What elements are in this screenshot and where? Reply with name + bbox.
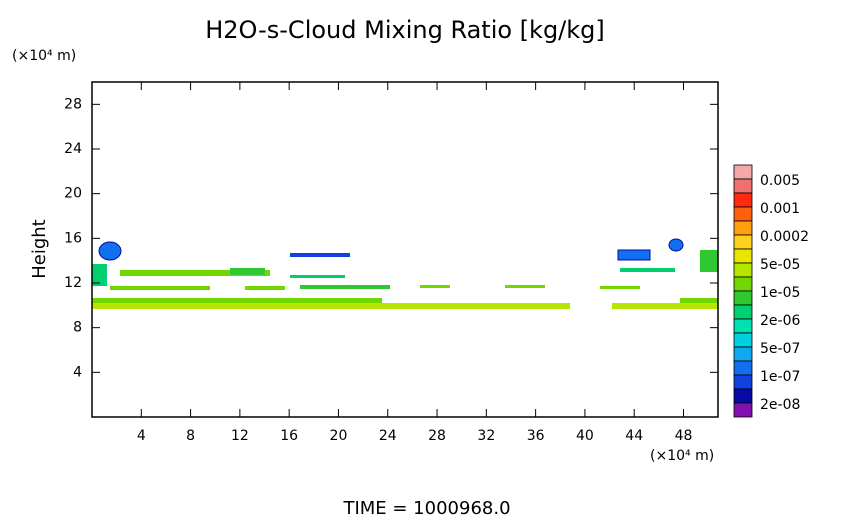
cloud-patch — [290, 275, 345, 278]
cloud-patch — [92, 303, 570, 309]
colorbar-swatch — [733, 318, 753, 334]
cloud-patch — [668, 238, 684, 252]
x-tick-label: 28 — [428, 428, 446, 444]
x-tick-label: 36 — [527, 428, 545, 444]
colorbar-label: 1e-07 — [760, 369, 800, 385]
x-tick-label: 4 — [137, 428, 146, 444]
cloud-patch — [300, 285, 390, 289]
cloud-patch — [120, 270, 270, 276]
cloud-patch — [700, 250, 718, 272]
cloud-patch — [620, 268, 675, 272]
x-unit: (×10⁴ m) — [650, 448, 714, 464]
cloud-patch — [420, 285, 450, 288]
cloud-patch — [245, 286, 285, 290]
colorbar-swatch — [733, 290, 753, 306]
cloud-field — [92, 238, 718, 309]
colorbar-swatch — [733, 402, 753, 418]
x-tick-label: 48 — [675, 428, 693, 444]
x-tick-label: 44 — [625, 428, 643, 444]
cloud-patch — [230, 268, 265, 275]
x-tick-label: 16 — [280, 428, 298, 444]
y-tick-label: 20 — [64, 186, 82, 202]
cloud-patch — [600, 286, 640, 289]
colorbar-label: 0.0002 — [760, 229, 809, 245]
x-tick-label: 40 — [576, 428, 594, 444]
colorbar-label: 0.001 — [760, 201, 800, 217]
colorbar-swatch — [733, 248, 753, 264]
colorbar-swatch — [733, 374, 753, 390]
cloud-patch — [92, 298, 382, 303]
y-tick-label: 4 — [73, 364, 82, 380]
cloud-patch — [612, 303, 718, 309]
colorbar-swatch — [733, 360, 753, 376]
colorbar-swatch — [733, 346, 753, 362]
x-tick-label: 20 — [330, 428, 348, 444]
y-tick-label: 24 — [64, 141, 82, 157]
footer: TIME = 1000968.0 — [342, 498, 510, 519]
y-axis-label: Height — [29, 219, 50, 279]
colorbar-swatch — [733, 276, 753, 292]
x-tick-label: 8 — [186, 428, 195, 444]
colorbar-swatch — [733, 220, 753, 236]
colorbar-label: 5e-07 — [760, 341, 800, 357]
chart-title: H2O-s-Cloud Mixing Ratio [kg/kg] — [205, 16, 605, 44]
colorbar-label: 2e-06 — [760, 313, 800, 329]
colorbar-label: 2e-08 — [760, 397, 800, 413]
cloud-patch — [290, 253, 350, 257]
y-tick-label: 28 — [64, 96, 82, 112]
y-tick-label: 12 — [64, 275, 82, 291]
colorbar-swatch — [733, 164, 753, 180]
cloud-patch — [505, 285, 545, 288]
x-tick-label: 24 — [379, 428, 397, 444]
cloud-patch — [98, 241, 122, 261]
cloud-patch — [617, 249, 651, 261]
colorbar-swatch — [733, 178, 753, 194]
colorbar-swatch — [733, 234, 753, 250]
y-tick-label: 16 — [64, 230, 82, 246]
colorbar-swatch — [733, 262, 753, 278]
colorbar-swatch — [733, 192, 753, 208]
colorbar-label: 1e-05 — [760, 285, 800, 301]
colorbar-swatch — [733, 388, 753, 404]
y-tick-label: 8 — [73, 320, 82, 336]
colorbar-label: 0.005 — [760, 173, 800, 189]
colorbar-swatch — [733, 206, 753, 222]
cloud-patch — [92, 264, 107, 286]
colorbar-swatch — [733, 332, 753, 348]
cloud-patch — [680, 298, 718, 303]
cloud-patch — [110, 286, 210, 290]
plot-frame — [91, 81, 719, 418]
y-unit: (×10⁴ m) — [12, 48, 76, 64]
x-tick-label: 12 — [231, 428, 249, 444]
colorbar-label: 5e-05 — [760, 257, 800, 273]
colorbar-swatch — [733, 304, 753, 320]
x-tick-label: 32 — [477, 428, 495, 444]
